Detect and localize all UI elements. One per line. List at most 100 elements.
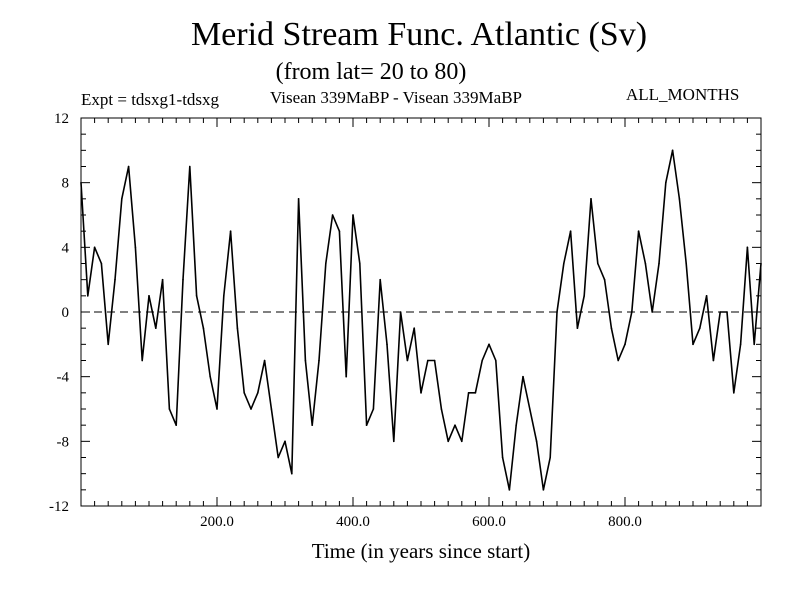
- data-point: [529, 408, 531, 410]
- data-point: [236, 327, 239, 329]
- data-point: [712, 359, 715, 362]
- data-point: [637, 230, 640, 232]
- data-point: [569, 230, 572, 232]
- data-point: [644, 262, 647, 265]
- data-point: [331, 214, 334, 216]
- y-tick-label: 12: [54, 111, 69, 127]
- data-point: [263, 359, 266, 362]
- y-tick-label: -4: [57, 370, 70, 386]
- data-point: [692, 343, 694, 346]
- data-point: [427, 359, 429, 362]
- data-point: [685, 262, 687, 265]
- comparison-label: Visean 339MaBP - Visean 339MaBP: [270, 88, 523, 107]
- data-point: [399, 311, 402, 313]
- data-point: [563, 262, 565, 265]
- data-point: [495, 359, 497, 362]
- data-point: [277, 456, 280, 459]
- data-point: [168, 408, 171, 410]
- data-point: [556, 311, 558, 313]
- data-point: [379, 278, 382, 281]
- chart-subtitle: (from lat= 20 to 80): [275, 59, 467, 85]
- data-point: [195, 295, 198, 297]
- data-point: [440, 408, 443, 410]
- data-point: [542, 489, 545, 491]
- data-point: [148, 295, 150, 297]
- data-point: [501, 456, 504, 459]
- data-point: [223, 295, 225, 297]
- data-point: [467, 392, 470, 394]
- data-point: [488, 343, 490, 346]
- data-point: [665, 181, 667, 184]
- data-point: [182, 278, 184, 281]
- data-point: [311, 424, 314, 426]
- data-point: [447, 440, 450, 443]
- y-tick-label: -8: [57, 434, 70, 450]
- x-tick-label: 400.0: [336, 514, 370, 530]
- data-point: [141, 359, 143, 362]
- data-point: [134, 246, 137, 249]
- data-point: [93, 246, 96, 249]
- data-point: [372, 408, 375, 410]
- data-point: [393, 440, 395, 443]
- data-point: [678, 198, 681, 200]
- data-point: [202, 327, 205, 329]
- x-axis-label: Time (in years since start): [311, 539, 531, 563]
- data-point: [733, 392, 735, 394]
- data-point: [100, 262, 103, 265]
- data-point: [175, 424, 177, 426]
- experiment-label: Expt = tdsxg1-tdsxg: [81, 90, 220, 109]
- data-point: [352, 214, 354, 216]
- data-point: [270, 408, 273, 410]
- data-point: [705, 295, 708, 297]
- data-point: [549, 456, 551, 459]
- data-point: [583, 295, 585, 297]
- data-point: [325, 262, 327, 265]
- data-point: [107, 343, 109, 346]
- data-point: [80, 181, 82, 184]
- data-point: [726, 311, 728, 313]
- data-point: [189, 165, 191, 168]
- x-tick-label: 200.0: [200, 514, 234, 530]
- data-point: [481, 359, 484, 362]
- data-point: [87, 295, 89, 297]
- data-point: [284, 440, 286, 443]
- data-point: [753, 343, 755, 346]
- data-point: [216, 408, 218, 410]
- x-tick-label: 800.0: [608, 514, 642, 530]
- x-tick-label: 600.0: [472, 514, 506, 530]
- y-tick-label: -12: [49, 499, 69, 515]
- data-point: [671, 149, 674, 152]
- data-point: [597, 262, 599, 265]
- series-line: [80, 149, 762, 491]
- data-point: [590, 198, 592, 200]
- data-point: [229, 230, 232, 232]
- data-point: [699, 327, 701, 329]
- data-point: [576, 327, 579, 329]
- data-point: [651, 311, 653, 313]
- data-point: [338, 230, 341, 232]
- data-point: [461, 440, 463, 443]
- data-point: [746, 246, 749, 249]
- data-point: [291, 472, 293, 475]
- data-point: [209, 375, 211, 378]
- y-tick-label: 4: [62, 240, 70, 256]
- data-point: [304, 359, 307, 362]
- data-point: [474, 392, 477, 394]
- data-point: [617, 359, 619, 362]
- data-point: [121, 198, 123, 200]
- data-point: [610, 327, 613, 329]
- data-point: [386, 343, 388, 346]
- data-point: [114, 278, 116, 281]
- data-point: [603, 278, 606, 281]
- data-point: [508, 489, 511, 491]
- data-point: [155, 327, 157, 329]
- data-point: [127, 165, 130, 168]
- data-point: [739, 343, 742, 346]
- data-point: [760, 262, 762, 265]
- months-label: ALL_MONTHS: [626, 85, 740, 104]
- data-point: [719, 311, 721, 313]
- y-tick-label: 0: [62, 305, 70, 321]
- data-point: [420, 392, 422, 394]
- data-point: [250, 408, 252, 410]
